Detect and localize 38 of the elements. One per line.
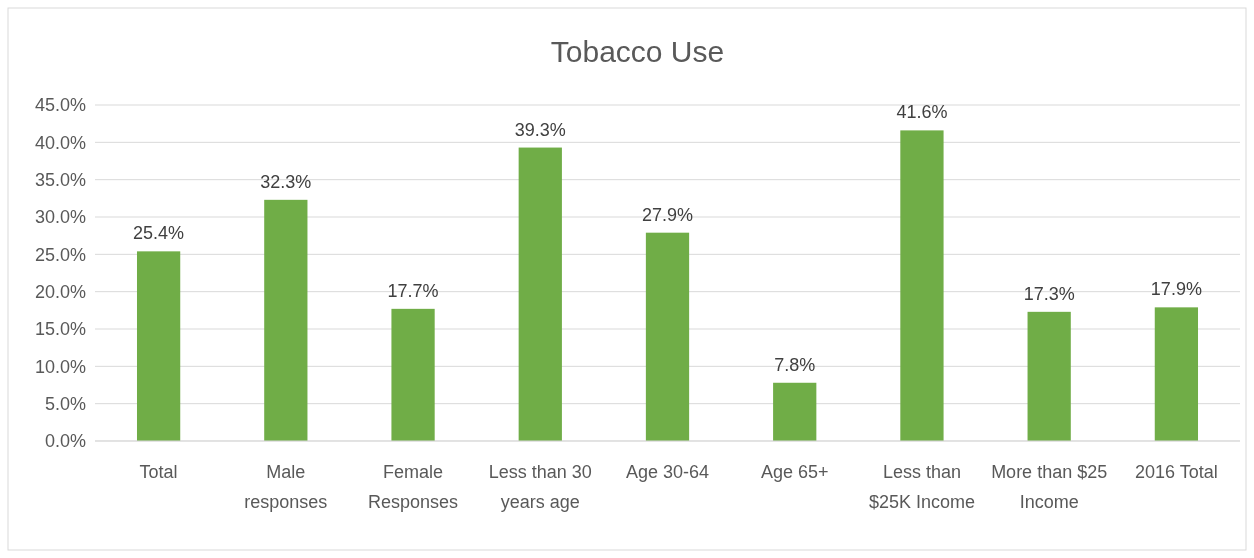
bar	[391, 308, 435, 441]
y-tick-label: 45.0%	[34, 95, 86, 116]
bar	[900, 130, 944, 441]
x-tick-label: Total	[139, 462, 178, 482]
bar	[264, 199, 308, 441]
bar	[1027, 311, 1071, 441]
y-tick-label: 20.0%	[34, 281, 86, 302]
x-tick-label: Age 30-64	[625, 462, 710, 482]
y-tick-label: 5.0%	[44, 393, 86, 414]
data-label: 32.3%	[260, 171, 312, 192]
y-tick-label: 40.0%	[34, 132, 86, 153]
bar	[773, 382, 817, 441]
x-tick-label: Female Responses	[368, 462, 459, 512]
data-label: 7.8%	[774, 354, 816, 375]
chart-title: Tobacco Use	[550, 35, 725, 68]
data-label: 17.7%	[387, 280, 439, 301]
y-tick-label: 35.0%	[34, 169, 86, 190]
y-tick-label: 0.0%	[44, 431, 86, 452]
bar	[518, 147, 562, 441]
bar	[645, 232, 690, 441]
x-tick-label: Male responses	[244, 462, 328, 512]
y-tick-label: 30.0%	[34, 207, 86, 228]
bar	[136, 251, 181, 441]
y-tick-label: 15.0%	[34, 319, 86, 340]
bar	[1154, 307, 1199, 441]
y-tick-label: 10.0%	[34, 356, 86, 377]
x-tick-label: Age 65+	[760, 462, 829, 482]
data-label: 25.4%	[133, 223, 185, 244]
x-tick-label: 2016 Total	[1135, 462, 1218, 482]
x-tick-label: Less than 30 years age	[488, 462, 592, 512]
data-label: 17.9%	[1150, 279, 1202, 300]
y-tick-label: 25.0%	[34, 244, 86, 265]
data-label: 39.3%	[514, 119, 566, 140]
x-tick-label: More than $25 Income	[991, 462, 1108, 512]
data-label: 41.6%	[896, 102, 948, 123]
data-label: 27.9%	[641, 204, 694, 225]
data-label: 17.3%	[1023, 283, 1075, 304]
x-tick-label: Less than $25K Income	[868, 462, 975, 512]
